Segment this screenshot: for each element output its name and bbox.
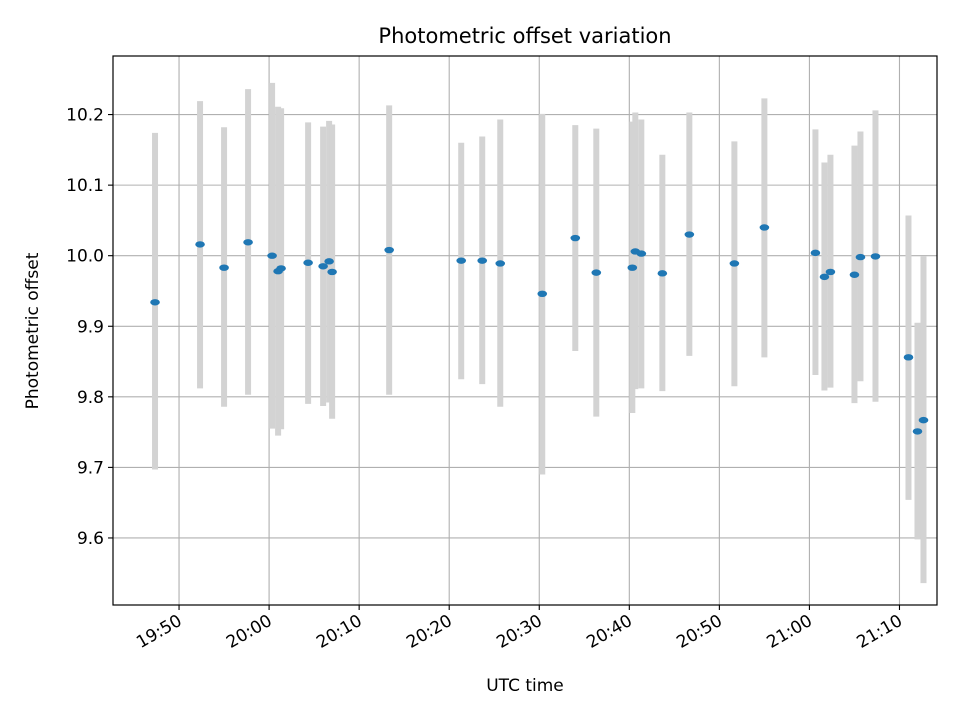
data-point	[219, 264, 229, 271]
data-point	[849, 271, 860, 278]
x-axis-title: UTC time	[486, 676, 564, 696]
data-point	[318, 263, 328, 270]
data-point	[477, 257, 488, 264]
data-point	[456, 257, 467, 264]
plot-frame	[112, 55, 938, 606]
data-point	[303, 259, 313, 266]
y-tick-label: 10.0	[66, 247, 104, 267]
data-point	[684, 231, 695, 238]
data-point	[195, 241, 205, 248]
data-point	[912, 428, 923, 435]
y-tick-label: 10.2	[66, 106, 104, 126]
y-tick-label: 9.8	[77, 388, 104, 408]
data-point	[819, 273, 830, 281]
grid-lines	[113, 56, 937, 605]
y-tick-label: 9.6	[77, 529, 104, 549]
data-point	[384, 246, 394, 254]
data-point	[855, 253, 866, 261]
data-point	[591, 269, 602, 276]
y-tick-label: 9.9	[77, 317, 104, 337]
data-point	[327, 268, 337, 276]
data-point	[243, 239, 253, 246]
data-point	[870, 253, 881, 260]
data-point	[150, 299, 160, 306]
data-point	[627, 264, 638, 271]
data-point	[324, 258, 334, 265]
chart-title: Photometric offset variation	[378, 24, 671, 48]
data-point	[267, 252, 277, 259]
data-point	[825, 268, 836, 276]
data-points	[150, 224, 929, 435]
data-point	[276, 265, 286, 272]
data-point	[570, 234, 581, 242]
y-axis-title: Photometric offset	[23, 252, 43, 409]
data-point	[918, 416, 929, 424]
data-point	[636, 250, 647, 257]
data-point	[495, 260, 506, 267]
y-tick-label: 9.7	[77, 458, 104, 478]
y-tick-label: 10.1	[66, 176, 104, 196]
data-point	[537, 290, 548, 298]
data-point	[657, 270, 668, 277]
data-point	[759, 224, 770, 231]
data-point	[810, 249, 821, 257]
data-point	[729, 260, 740, 267]
data-point	[903, 354, 914, 361]
